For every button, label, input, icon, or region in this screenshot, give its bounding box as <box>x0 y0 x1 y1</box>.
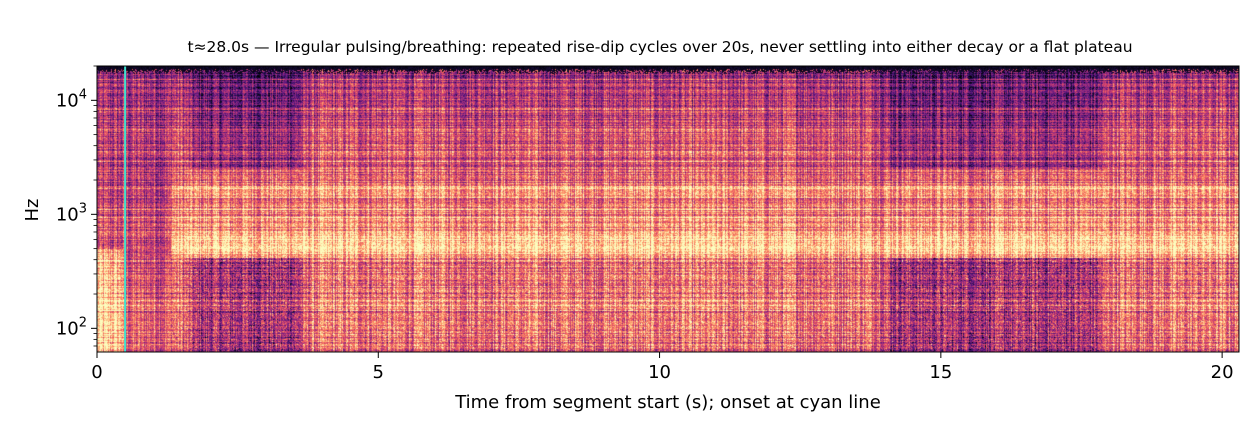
x-tick-label: 15 <box>929 362 952 383</box>
plot-frame <box>96 65 1240 353</box>
y-tick-label: 104 <box>56 87 87 111</box>
y-axis-ticks: 102 103 104 <box>56 65 97 347</box>
x-axis-ticks: 0 5 10 15 20 <box>91 352 1234 383</box>
x-tick-label: 20 <box>1211 362 1234 383</box>
chart-title: t≈28.0s — Irregular pulsing/breathing: r… <box>187 38 1132 56</box>
y-tick-label: 102 <box>56 315 87 339</box>
x-tick-label: 5 <box>373 362 384 383</box>
spectrogram-plot-area <box>96 65 1240 353</box>
x-tick-label: 0 <box>91 362 102 383</box>
spectrogram-image <box>97 66 1239 352</box>
y-tick-label: 103 <box>56 201 87 225</box>
x-tick-label: 10 <box>648 362 671 383</box>
x-axis-label: Time from segment start (s); onset at cy… <box>454 392 881 413</box>
y-axis-label: Hz <box>22 199 43 222</box>
